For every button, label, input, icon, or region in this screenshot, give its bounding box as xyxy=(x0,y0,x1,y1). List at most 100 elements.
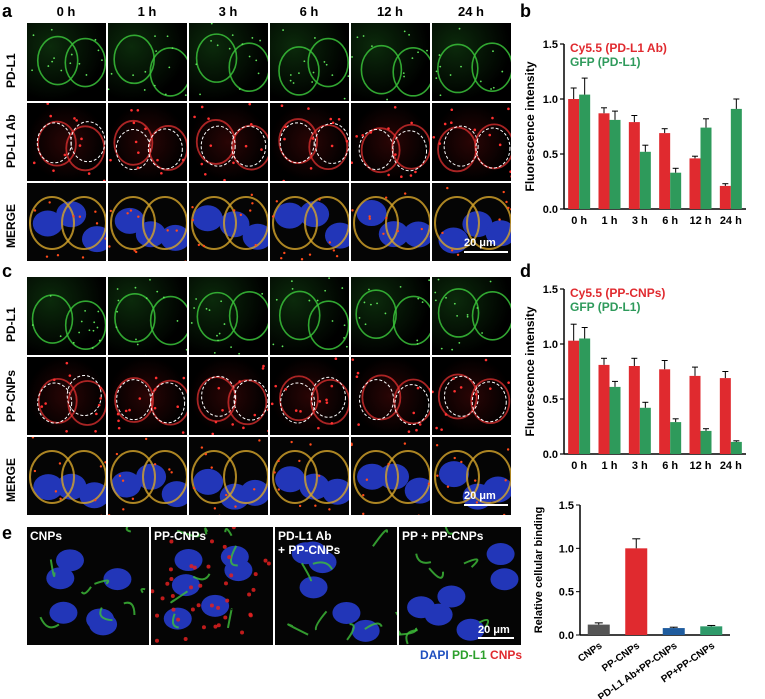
bar xyxy=(609,386,621,454)
micrograph-tile xyxy=(350,182,431,262)
bar xyxy=(639,407,651,454)
micrograph-tile xyxy=(26,182,107,262)
cell-sketch xyxy=(31,28,106,88)
x-tick-label: 0 h xyxy=(571,460,587,472)
cell-sketch xyxy=(278,104,349,181)
micrograph-tile xyxy=(107,182,188,262)
cell-sketch xyxy=(29,196,106,259)
bar xyxy=(639,151,651,209)
bar xyxy=(568,340,580,454)
y-tick-label: 0.0 xyxy=(559,630,574,642)
chart-d: 0.0 0.5 1.0 1.5 Fluorescence intensity 0 h 1 h… xyxy=(523,284,746,472)
micrograph-tile xyxy=(431,356,512,436)
y-tick-label: 1.5 xyxy=(543,39,558,51)
micrograph-tile xyxy=(107,22,188,102)
y-tick-label: 0.0 xyxy=(543,204,558,216)
cell-sketch xyxy=(351,192,430,250)
cell-sketch xyxy=(272,440,349,511)
panel-letter-d: d xyxy=(520,261,531,281)
scale-bar-e xyxy=(478,637,514,639)
micrograph-tile xyxy=(431,276,512,356)
cell-sketch xyxy=(196,364,268,435)
cell-sketch xyxy=(351,358,430,433)
x-tick-label: 3 h xyxy=(632,460,648,472)
bar xyxy=(568,99,580,209)
scale-bar-a xyxy=(464,251,508,253)
cell-sketch xyxy=(271,196,349,261)
cell-sketch xyxy=(351,442,430,515)
micrograph-tile xyxy=(350,102,431,182)
x-tick-label: CNPs xyxy=(576,640,605,665)
cell-sketch xyxy=(351,30,430,101)
micrograph-tile xyxy=(431,102,512,182)
micrograph-tile xyxy=(107,356,188,436)
row-label: PP-CNPs xyxy=(4,369,18,422)
y-axis-label: Fluorescence intensity xyxy=(523,61,537,191)
time-header: 24 h xyxy=(457,4,484,19)
bar xyxy=(579,338,591,454)
bar xyxy=(625,548,648,635)
cell-sketch xyxy=(109,108,187,175)
cell-sketch xyxy=(287,529,397,642)
panel-letter-e: e xyxy=(2,523,13,543)
micrograph-tile xyxy=(26,276,107,356)
micrograph-tile-e xyxy=(150,526,274,646)
micrograph-tile xyxy=(350,22,431,102)
micrograph-tile-e xyxy=(26,526,150,646)
cell-sketch xyxy=(278,29,349,100)
time-header: 3 h xyxy=(218,4,238,19)
micrograph-tile xyxy=(350,436,431,516)
time-header: 12 h xyxy=(376,4,403,19)
cell-sketch xyxy=(351,105,430,179)
bar xyxy=(659,369,671,454)
cell-sketch xyxy=(39,527,146,636)
micrograph-tile xyxy=(431,436,512,516)
cell-sketch xyxy=(37,361,106,433)
y-tick-label: 1.5 xyxy=(559,500,574,512)
micrograph-tile xyxy=(26,436,107,516)
cell-sketch xyxy=(108,196,187,261)
panel-letter-a: a xyxy=(2,1,13,21)
image-label: PD-L1 Ab + PP-CNPs xyxy=(278,529,341,557)
cell-sketch xyxy=(432,107,511,178)
bar xyxy=(579,94,591,209)
cell-sketch xyxy=(108,34,187,97)
y-tick-label: 0.5 xyxy=(543,394,558,406)
micrograph-tile xyxy=(26,22,107,102)
cell-sketch xyxy=(434,278,511,351)
bar xyxy=(628,366,640,454)
micrograph-tile xyxy=(188,22,269,102)
x-tick-label: 1 h xyxy=(602,215,618,227)
chart-b: 0.0 0.5 1.0 1.5 Fluorescence intensity 0 h 1 h… xyxy=(523,39,746,227)
bar xyxy=(700,626,723,635)
micrograph-tile xyxy=(188,102,269,182)
x-tick-label: 24 h xyxy=(720,460,742,472)
time-header: 1 h xyxy=(137,4,157,19)
bar xyxy=(670,422,682,454)
micrograph-tile xyxy=(350,276,431,356)
bar xyxy=(719,378,731,454)
micrograph-tile xyxy=(26,356,107,436)
cell-sketch xyxy=(191,439,268,515)
cell-sketch xyxy=(190,291,268,355)
legend-dapi: DAPI xyxy=(420,648,449,662)
y-tick-label: 1.0 xyxy=(543,339,558,351)
bar xyxy=(670,172,682,209)
time-header: 6 h xyxy=(299,4,319,19)
x-tick-label: 12 h xyxy=(689,460,711,472)
cell-sketch xyxy=(270,357,349,430)
row-label: PD-L1 Ab xyxy=(4,114,18,168)
panel-letter-b: b xyxy=(520,1,531,21)
y-tick-label: 1.0 xyxy=(543,94,558,106)
micrograph-tile xyxy=(431,182,512,262)
scale-text-a: 20 μm xyxy=(464,237,496,249)
legend-entry: GFP (PD-L1) xyxy=(570,55,640,69)
bar xyxy=(719,185,731,209)
cell-sketch xyxy=(399,527,519,645)
bar xyxy=(609,119,621,209)
row-label: MERGE xyxy=(4,457,18,502)
micrograph-tile xyxy=(188,436,269,516)
micrograph-tile xyxy=(188,182,269,262)
micrograph-tile xyxy=(350,356,431,436)
bar xyxy=(700,430,712,454)
